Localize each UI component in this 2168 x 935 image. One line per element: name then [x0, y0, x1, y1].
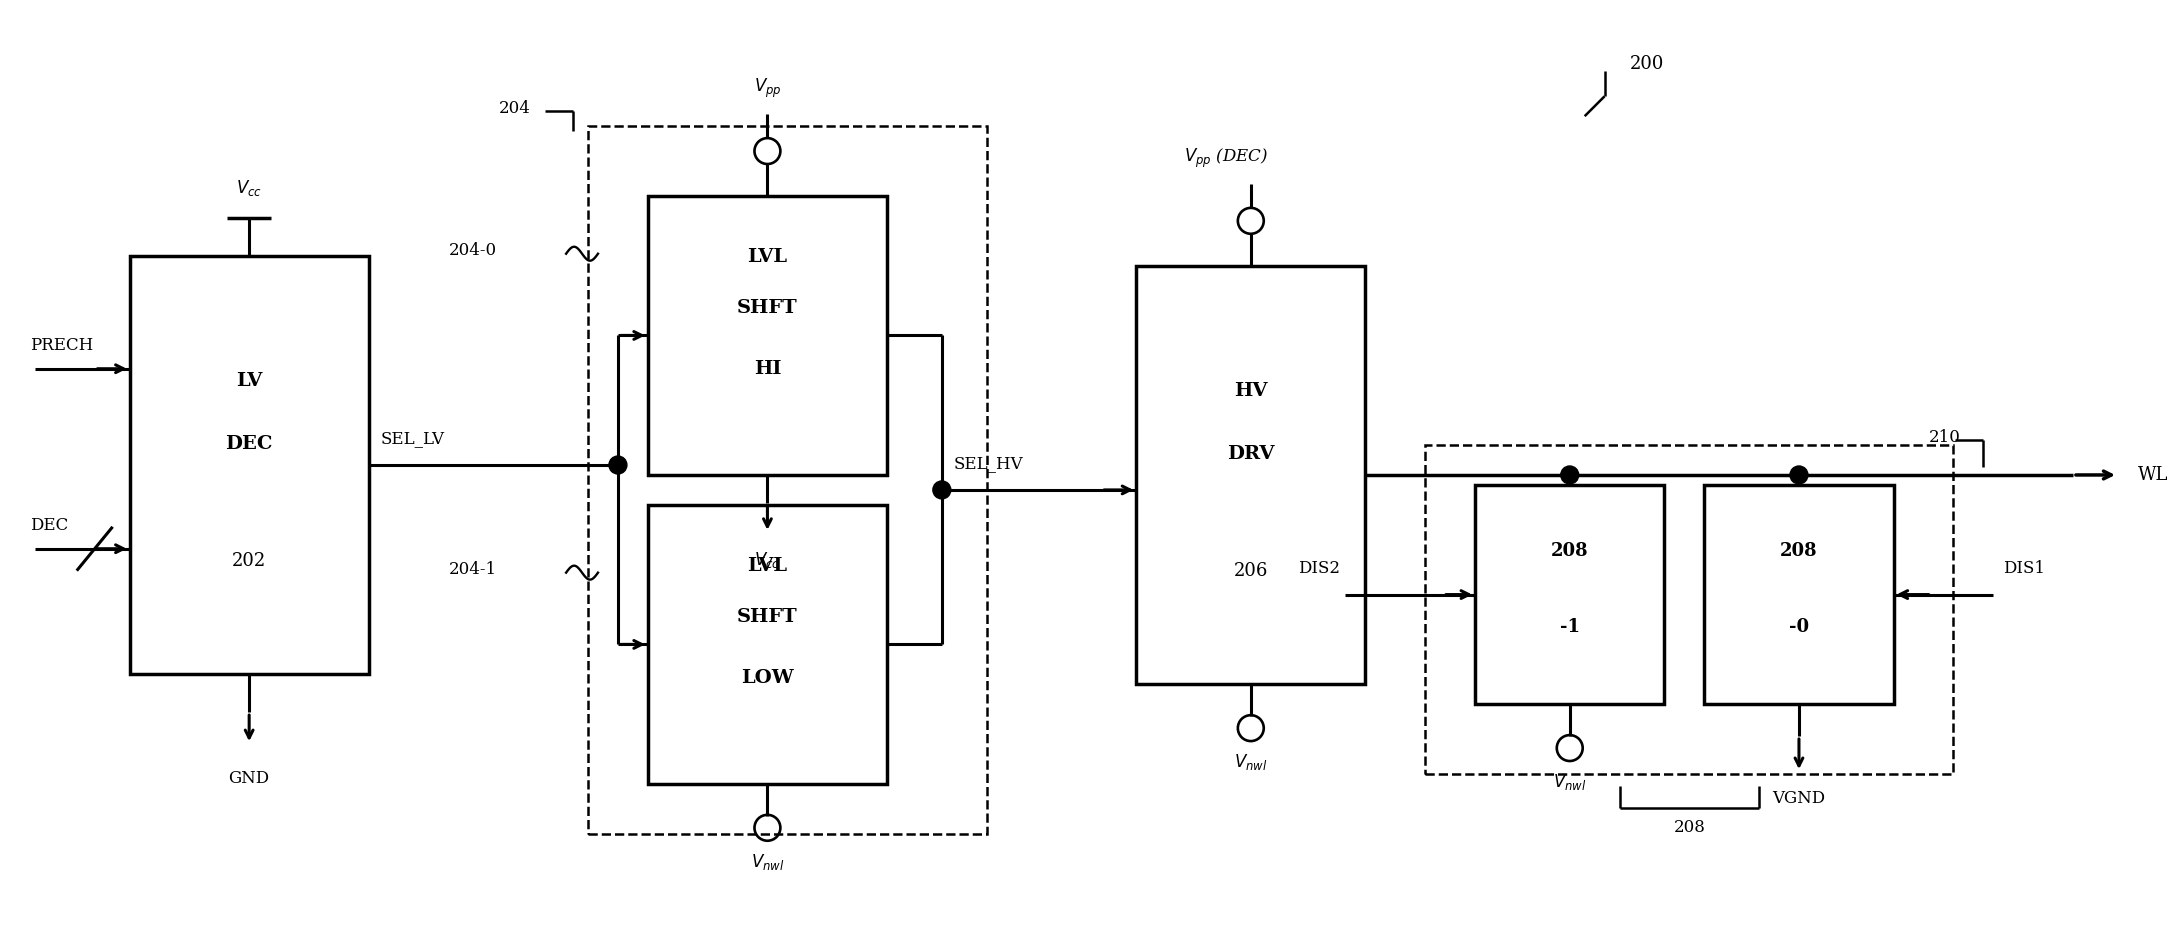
Text: 200: 200 [1630, 55, 1663, 73]
Text: $V_{pp}$ (DEC): $V_{pp}$ (DEC) [1184, 147, 1268, 169]
Text: $V_{nwl}$: $V_{nwl}$ [1552, 772, 1587, 792]
Text: -1: -1 [1559, 618, 1580, 637]
Bar [1704, 485, 1893, 704]
Text: $V_{cc}$: $V_{cc}$ [754, 550, 780, 569]
Bar [1424, 445, 1953, 774]
Bar [130, 255, 369, 674]
Circle shape [1561, 466, 1578, 484]
Text: SEL_HV: SEL_HV [954, 455, 1023, 472]
Bar [1136, 266, 1366, 684]
Text: DEC: DEC [30, 517, 67, 534]
Text: DIS1: DIS1 [2003, 560, 2044, 577]
Bar [588, 126, 986, 834]
Text: SHFT: SHFT [737, 608, 798, 626]
Text: 210: 210 [1930, 428, 1960, 446]
Text: -0: -0 [1789, 618, 1808, 637]
Text: 204: 204 [499, 100, 531, 117]
Bar [1474, 485, 1665, 704]
Text: VGND: VGND [1773, 790, 1825, 808]
Circle shape [609, 456, 627, 474]
Text: 202: 202 [232, 553, 267, 570]
Text: 204-0: 204-0 [449, 242, 496, 259]
Text: WL: WL [2138, 466, 2168, 484]
Bar [648, 505, 887, 784]
Text: LVL: LVL [748, 557, 787, 575]
Text: DEC: DEC [225, 435, 273, 453]
Text: LOW: LOW [741, 669, 793, 687]
Bar [648, 196, 887, 475]
Circle shape [1791, 466, 1808, 484]
Circle shape [932, 481, 952, 499]
Text: 208: 208 [1550, 541, 1589, 560]
Text: SEL_LV: SEL_LV [382, 430, 444, 447]
Text: HV: HV [1234, 382, 1268, 400]
Text: $V_{nwl}$: $V_{nwl}$ [750, 852, 785, 871]
Text: DIS2: DIS2 [1299, 560, 1340, 577]
Text: $V_{pp}$: $V_{pp}$ [754, 77, 780, 100]
Text: $V_{nwl}$: $V_{nwl}$ [1234, 752, 1268, 772]
Text: 204-1: 204-1 [449, 561, 496, 578]
Text: LV: LV [236, 372, 262, 390]
Text: 208: 208 [1674, 819, 1706, 836]
Text: PRECH: PRECH [30, 337, 93, 353]
Text: DRV: DRV [1227, 445, 1275, 463]
Text: HI: HI [754, 360, 780, 378]
Text: 208: 208 [1780, 541, 1817, 560]
Text: LVL: LVL [748, 249, 787, 266]
Text: GND: GND [228, 770, 269, 787]
Text: $V_{cc}$: $V_{cc}$ [236, 178, 262, 198]
Text: 206: 206 [1234, 562, 1268, 581]
Text: SHFT: SHFT [737, 298, 798, 317]
